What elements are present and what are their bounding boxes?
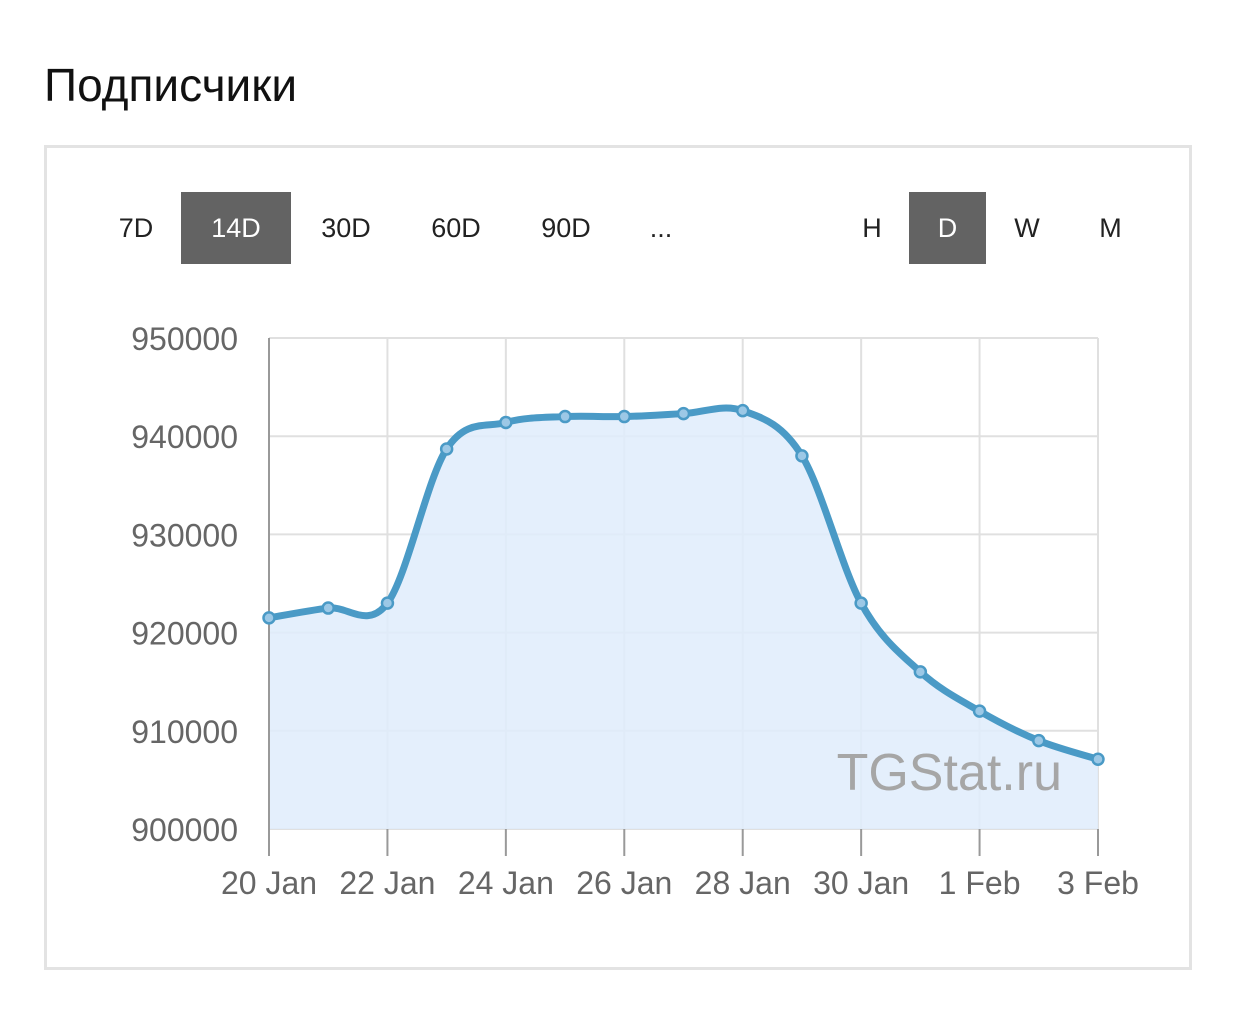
axes [268, 338, 1099, 856]
y-tick-label: 950000 [131, 321, 238, 357]
data-point [795, 449, 809, 463]
y-tick-label: 940000 [131, 419, 238, 455]
x-tick-label: 26 Jan [576, 865, 672, 901]
range-button-60d[interactable]: 60D [431, 213, 481, 243]
data-point [972, 704, 987, 718]
watermark-text: TGStat.ru [837, 744, 1062, 802]
data-point [439, 442, 454, 456]
x-tick-label: 30 Jan [813, 865, 909, 901]
x-tick-label: 20 Jan [221, 865, 317, 901]
area-shape [269, 408, 1098, 829]
data-point [1032, 733, 1046, 748]
data-point [1091, 752, 1105, 767]
x-tick-label: 24 Jan [458, 865, 554, 901]
data-point [321, 601, 335, 615]
data-point [676, 406, 691, 421]
data-point [558, 409, 572, 424]
granularity-button-day[interactable]: D [909, 192, 986, 264]
area-fill [269, 408, 1098, 829]
y-tick-label: 930000 [131, 517, 238, 553]
granularity-button-week[interactable]: W [1014, 213, 1040, 243]
data-points [262, 403, 1105, 767]
x-tick-label: 22 Jan [339, 865, 435, 901]
range-button-14d[interactable]: 14D [181, 192, 291, 264]
x-tick-label: 28 Jan [695, 865, 791, 901]
data-point [617, 409, 632, 424]
range-button-more[interactable]: ... [649, 213, 673, 243]
data-point [499, 415, 513, 430]
data-point [913, 665, 928, 679]
x-tick-label: 3 Feb [1057, 865, 1139, 901]
range-button-90d[interactable]: 90D [541, 213, 591, 243]
range-button-30d[interactable]: 30D [321, 213, 371, 243]
y-tick-label: 900000 [131, 812, 238, 848]
data-point [735, 403, 750, 418]
range-button-7d[interactable]: 7D [118, 213, 154, 243]
data-point [262, 611, 276, 625]
granularity-button-month[interactable]: M [1099, 213, 1122, 243]
x-tick-label: 1 Feb [939, 865, 1021, 901]
y-tick-label: 920000 [131, 616, 238, 652]
tick-labels: 950000 940000 930000 920000 910000 900000 20 J… [131, 321, 1139, 901]
granularity-button-hour[interactable]: H [862, 213, 882, 243]
data-point [380, 596, 395, 610]
y-tick-label: 910000 [131, 714, 238, 750]
page-title: Подписчики [44, 59, 298, 111]
data-point [854, 596, 868, 610]
